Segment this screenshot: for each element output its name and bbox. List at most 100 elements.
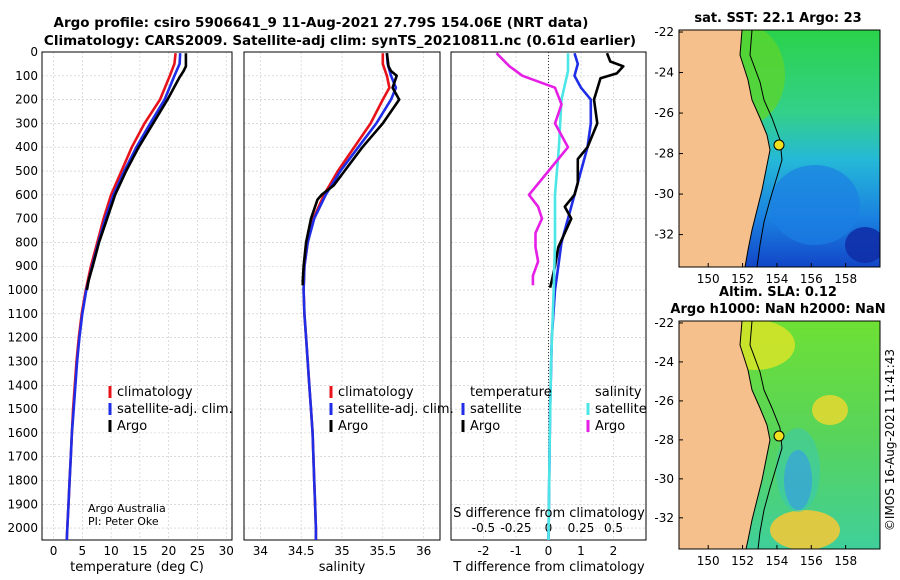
salinity-xlabel: salinity bbox=[319, 560, 366, 575]
difference-legend: temperature salinity satellite Argo sate… bbox=[461, 385, 647, 434]
y-tick-label: 1300 bbox=[7, 354, 38, 368]
series-line-t-argo bbox=[548, 52, 625, 288]
temperature-axes-box bbox=[41, 51, 233, 541]
legend-argo-label: Argo bbox=[117, 419, 147, 434]
y-tick-label: 800 bbox=[15, 235, 38, 249]
x-tick-label: 36 bbox=[416, 544, 431, 558]
series-line-t-satellite bbox=[547, 52, 593, 540]
legend-argo-label-b: Argo bbox=[338, 419, 368, 434]
x-tick-label: 25 bbox=[190, 544, 205, 558]
lat-tick-label: -28 bbox=[654, 147, 674, 161]
y-tick-label: 1000 bbox=[7, 283, 38, 297]
x2-tick-label: 0.5 bbox=[604, 521, 623, 535]
sla-map-title2: Argo h1000: NaN h2000: NaN bbox=[670, 302, 885, 317]
salinity-panel: 34 34.5 35 35.5 36 salinity climatology sate… bbox=[243, 51, 454, 575]
difference-panel: -2 -1 0 1 2-0.5 -0.25 0 0.25 0.5 T difference fr… bbox=[450, 51, 647, 575]
lat-tick-label: -28 bbox=[654, 433, 674, 447]
lat-tick-label: -22 bbox=[654, 316, 674, 330]
legend-s-satellite-label: satellite bbox=[595, 402, 647, 417]
x-tick-label: -2 bbox=[478, 544, 490, 558]
legend-climatology-label: climatology bbox=[117, 385, 193, 400]
x-tick-label: -1 bbox=[510, 544, 522, 558]
legend-satellite-label-b: satellite-adj. clim. bbox=[338, 402, 454, 417]
x-tick-label: 2 bbox=[610, 544, 618, 558]
sst-float-marker bbox=[773, 139, 785, 151]
lat-tick-label: -32 bbox=[654, 511, 674, 525]
lon-tick-label: 158 bbox=[834, 272, 857, 286]
lon-tick-label: 158 bbox=[834, 554, 857, 568]
y-tick-label: 300 bbox=[15, 116, 38, 130]
y-tick-label: 1400 bbox=[7, 378, 38, 392]
credit-line2: PI: Peter Oke bbox=[88, 515, 159, 528]
sla-low-eddy-halo bbox=[776, 428, 820, 512]
temperature-xlabel: temperature (deg C) bbox=[70, 560, 204, 575]
legend-t-satellite-label: satellite bbox=[470, 402, 522, 417]
y-tick-label: 200 bbox=[15, 93, 38, 107]
y-tick-label: 1800 bbox=[7, 473, 38, 487]
sla-map-frame bbox=[678, 320, 881, 550]
x-tick-label: 20 bbox=[161, 544, 176, 558]
sst-coastline bbox=[739, 30, 771, 267]
x2-tick-label: -0.5 bbox=[472, 521, 495, 535]
legend-climatology-label-b: climatology bbox=[338, 385, 414, 400]
lat-tick-label: -26 bbox=[654, 106, 674, 120]
y-tick-label: 1900 bbox=[7, 497, 38, 511]
x2-tick-label: 0.25 bbox=[568, 521, 595, 535]
salinity-axes-box bbox=[243, 51, 441, 541]
legend-title-salinity: salinity bbox=[595, 385, 642, 400]
series-line-argo bbox=[85, 53, 188, 291]
x-tick-label: 34.5 bbox=[288, 544, 315, 558]
lat-tick-label: -22 bbox=[654, 25, 674, 39]
x-tick-label: 5 bbox=[78, 544, 86, 558]
imos-timestamp: ©IMOS 16-Aug-2021 11:41:43 bbox=[883, 349, 897, 531]
x-tick-label: 34 bbox=[253, 544, 268, 558]
lon-tick-label: 154 bbox=[765, 554, 788, 568]
sst-land bbox=[679, 30, 770, 267]
series-line-climatology bbox=[65, 53, 177, 540]
y-tick-label: 500 bbox=[15, 164, 38, 178]
series-line-argo bbox=[301, 53, 401, 286]
y-tick-label: 700 bbox=[15, 212, 38, 226]
credit-line1: Argo Australia bbox=[88, 502, 166, 515]
sst-map-frame bbox=[678, 29, 881, 268]
legend-s-argo-label: Argo bbox=[595, 419, 625, 434]
series-line-climatology bbox=[302, 53, 391, 540]
sla-low-eddy bbox=[784, 450, 812, 510]
y-tick-label: 100 bbox=[15, 69, 38, 83]
x-tick-label: 35.5 bbox=[369, 544, 396, 558]
y-tick-label: 1600 bbox=[7, 426, 38, 440]
y-tick-label: 1200 bbox=[7, 331, 38, 345]
y-tick-label: 400 bbox=[15, 140, 38, 154]
y-tick-label: 900 bbox=[15, 259, 38, 273]
y-tick-label: 2000 bbox=[7, 521, 38, 535]
x-tick-label: 0 bbox=[50, 544, 58, 558]
sst-map-title: sat. SST: 22.1 Argo: 23 bbox=[694, 11, 861, 26]
x-tick-label: 30 bbox=[219, 544, 234, 558]
y-tick-label: 600 bbox=[15, 188, 38, 202]
legend-t-argo-label: Argo bbox=[470, 419, 500, 434]
lat-tick-label: -24 bbox=[654, 355, 674, 369]
x-tick-label: 35 bbox=[334, 544, 349, 558]
lat-tick-label: -24 bbox=[654, 66, 674, 80]
lat-tick-label: -30 bbox=[654, 472, 674, 486]
diff-xlabel: T difference from climatology bbox=[452, 560, 645, 575]
legend-satellite-label: satellite-adj. clim. bbox=[117, 402, 233, 417]
sla-high-east bbox=[812, 395, 848, 425]
sla-float-marker bbox=[773, 430, 785, 442]
figure-title-line1: Argo profile: csiro 5906641_9 11-Aug-202… bbox=[54, 15, 589, 31]
sla-coastline bbox=[739, 321, 771, 549]
x2-tick-label: -0.25 bbox=[500, 521, 531, 535]
lat-tick-label: -26 bbox=[654, 394, 674, 408]
lon-tick-label: 156 bbox=[800, 272, 823, 286]
series-line-s-argo bbox=[495, 52, 570, 286]
sla-high-south bbox=[770, 510, 840, 549]
sst-map-panel: sat. SST: 22.1 Argo: 23 -22 -24 -26 -28 -30 -… bbox=[654, 11, 881, 286]
x-tick-label: 1 bbox=[577, 544, 585, 558]
sla-map-panel: Altim. SLA: 0.12 Argo h1000: NaN h2000: … bbox=[654, 285, 885, 568]
lon-tick-label: 150 bbox=[697, 272, 720, 286]
salinity-legend: climatology satellite-adj. clim. Argo bbox=[329, 385, 454, 434]
sla-map-title1: Altim. SLA: 0.12 bbox=[719, 285, 837, 300]
lon-tick-label: 152 bbox=[731, 554, 754, 568]
lon-tick-label: 150 bbox=[697, 554, 720, 568]
